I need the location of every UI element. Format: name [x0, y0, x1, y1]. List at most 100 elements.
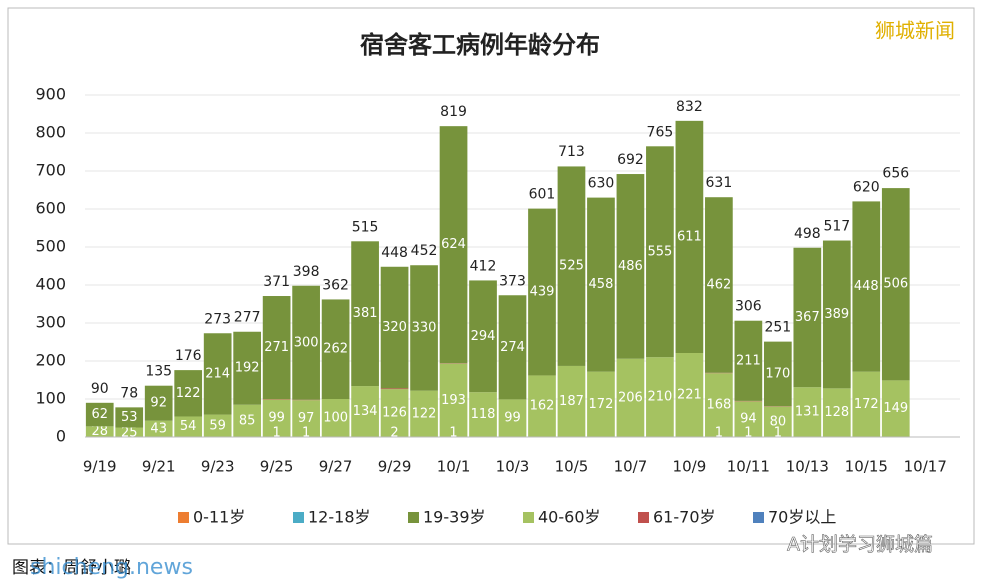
value-label: 193: [441, 393, 466, 408]
x-tick-label: 10/13: [786, 458, 829, 476]
watermark: 狮城新闻: [875, 19, 955, 43]
y-tick-label: 200: [35, 351, 66, 370]
x-tick-label: 10/11: [727, 458, 770, 476]
value-label: 330: [412, 320, 437, 335]
x-tick-label: 10/3: [496, 458, 530, 476]
total-label: 448: [381, 245, 408, 261]
x-tick-label: 9/25: [260, 458, 294, 476]
legend-swatch: [638, 512, 649, 523]
value-label: 131: [795, 405, 820, 420]
total-label: 630: [588, 176, 615, 192]
value-label: 122: [412, 406, 437, 421]
value-label: 1: [302, 426, 310, 441]
value-label: 367: [795, 310, 820, 325]
total-label: 176: [175, 348, 202, 364]
value-label: 168: [706, 398, 731, 413]
y-tick-label: 100: [35, 389, 66, 408]
bar-segment: [115, 427, 144, 437]
x-tick-label: 10/17: [904, 458, 947, 476]
value-label: 85: [239, 413, 256, 428]
value-label: 294: [471, 329, 496, 344]
total-label: 362: [322, 277, 349, 293]
value-label: 206: [618, 390, 643, 405]
x-tick-label: 9/21: [142, 458, 176, 476]
bar-segment: [233, 404, 262, 437]
bar-segment: [292, 285, 320, 400]
total-label: 765: [647, 124, 674, 140]
x-tick-label: 10/9: [673, 458, 707, 476]
bar-segment: [852, 201, 881, 372]
legend-swatch: [178, 512, 189, 523]
value-label: 555: [647, 244, 672, 259]
bar-segment: [557, 365, 586, 437]
bar-segment: [203, 333, 232, 415]
value-label: 99: [268, 411, 285, 426]
total-label: 452: [411, 243, 438, 259]
value-label: 192: [235, 361, 260, 376]
bar-segment: [380, 388, 409, 390]
legend-label: 70岁以上: [768, 508, 836, 527]
bar-segment: [557, 166, 586, 366]
value-label: 458: [589, 277, 614, 292]
total-label: 371: [263, 274, 290, 290]
bar-segment: [587, 371, 615, 437]
total-label: 601: [529, 187, 556, 203]
value-label: 274: [500, 340, 525, 355]
bar-segment: [616, 358, 645, 437]
value-label: 320: [382, 320, 407, 335]
value-label: 300: [294, 335, 319, 350]
x-tick-label: 9/27: [319, 458, 353, 476]
y-tick-label: 600: [35, 199, 66, 218]
bar-segment: [852, 371, 881, 437]
value-label: 25: [121, 426, 138, 441]
value-label: 126: [382, 406, 407, 421]
bar-segment: [439, 363, 468, 437]
watermark: shicheng.news: [30, 555, 193, 580]
total-label: 306: [735, 299, 762, 315]
value-label: 99: [504, 411, 521, 426]
bar-segment: [410, 390, 438, 437]
value-label: 439: [530, 285, 555, 300]
x-tick-label: 10/5: [555, 458, 589, 476]
chart-title: 宿舍客工病例年龄分布: [360, 31, 600, 59]
legend-swatch: [293, 512, 304, 523]
bar-segment: [85, 402, 114, 427]
bar-segment: [705, 373, 733, 437]
bar-segment: [587, 197, 615, 372]
total-label: 631: [706, 175, 733, 191]
x-tick-label: 9/19: [83, 458, 117, 476]
x-tick-label: 9/23: [201, 458, 235, 476]
value-label: 97: [298, 411, 315, 426]
total-label: 713: [558, 144, 585, 160]
bar-segment: [351, 241, 379, 387]
bar-segment: [380, 266, 409, 389]
value-label: 462: [706, 278, 731, 293]
value-label: 94: [740, 412, 757, 427]
total-label: 398: [293, 264, 320, 280]
value-label: 611: [677, 229, 702, 244]
value-label: 54: [180, 419, 197, 434]
total-label: 78: [120, 385, 138, 401]
total-label: 498: [794, 226, 821, 242]
x-tick-label: 10/7: [614, 458, 648, 476]
bar-segment: [439, 126, 468, 364]
value-label: 43: [150, 421, 167, 436]
y-tick-label: 400: [35, 275, 66, 294]
bar-segment: [469, 280, 497, 393]
y-tick-label: 800: [35, 123, 66, 142]
value-label: 525: [559, 259, 584, 274]
bar-segment: [646, 357, 674, 437]
bar-segment: [793, 247, 822, 388]
value-label: 389: [824, 307, 849, 322]
bar-segment: [174, 370, 203, 417]
bar-segment: [498, 295, 527, 400]
bar-segment: [144, 385, 173, 421]
legend-label: 19-39岁: [423, 508, 486, 527]
bar-segment: [498, 399, 527, 437]
bar-segment: [410, 265, 438, 391]
credit: 图表：周舒小璐: [12, 558, 131, 578]
bar-segment: [115, 407, 144, 428]
value-label: 187: [559, 394, 584, 409]
value-label: 211: [736, 353, 761, 368]
total-label: 656: [882, 166, 909, 182]
